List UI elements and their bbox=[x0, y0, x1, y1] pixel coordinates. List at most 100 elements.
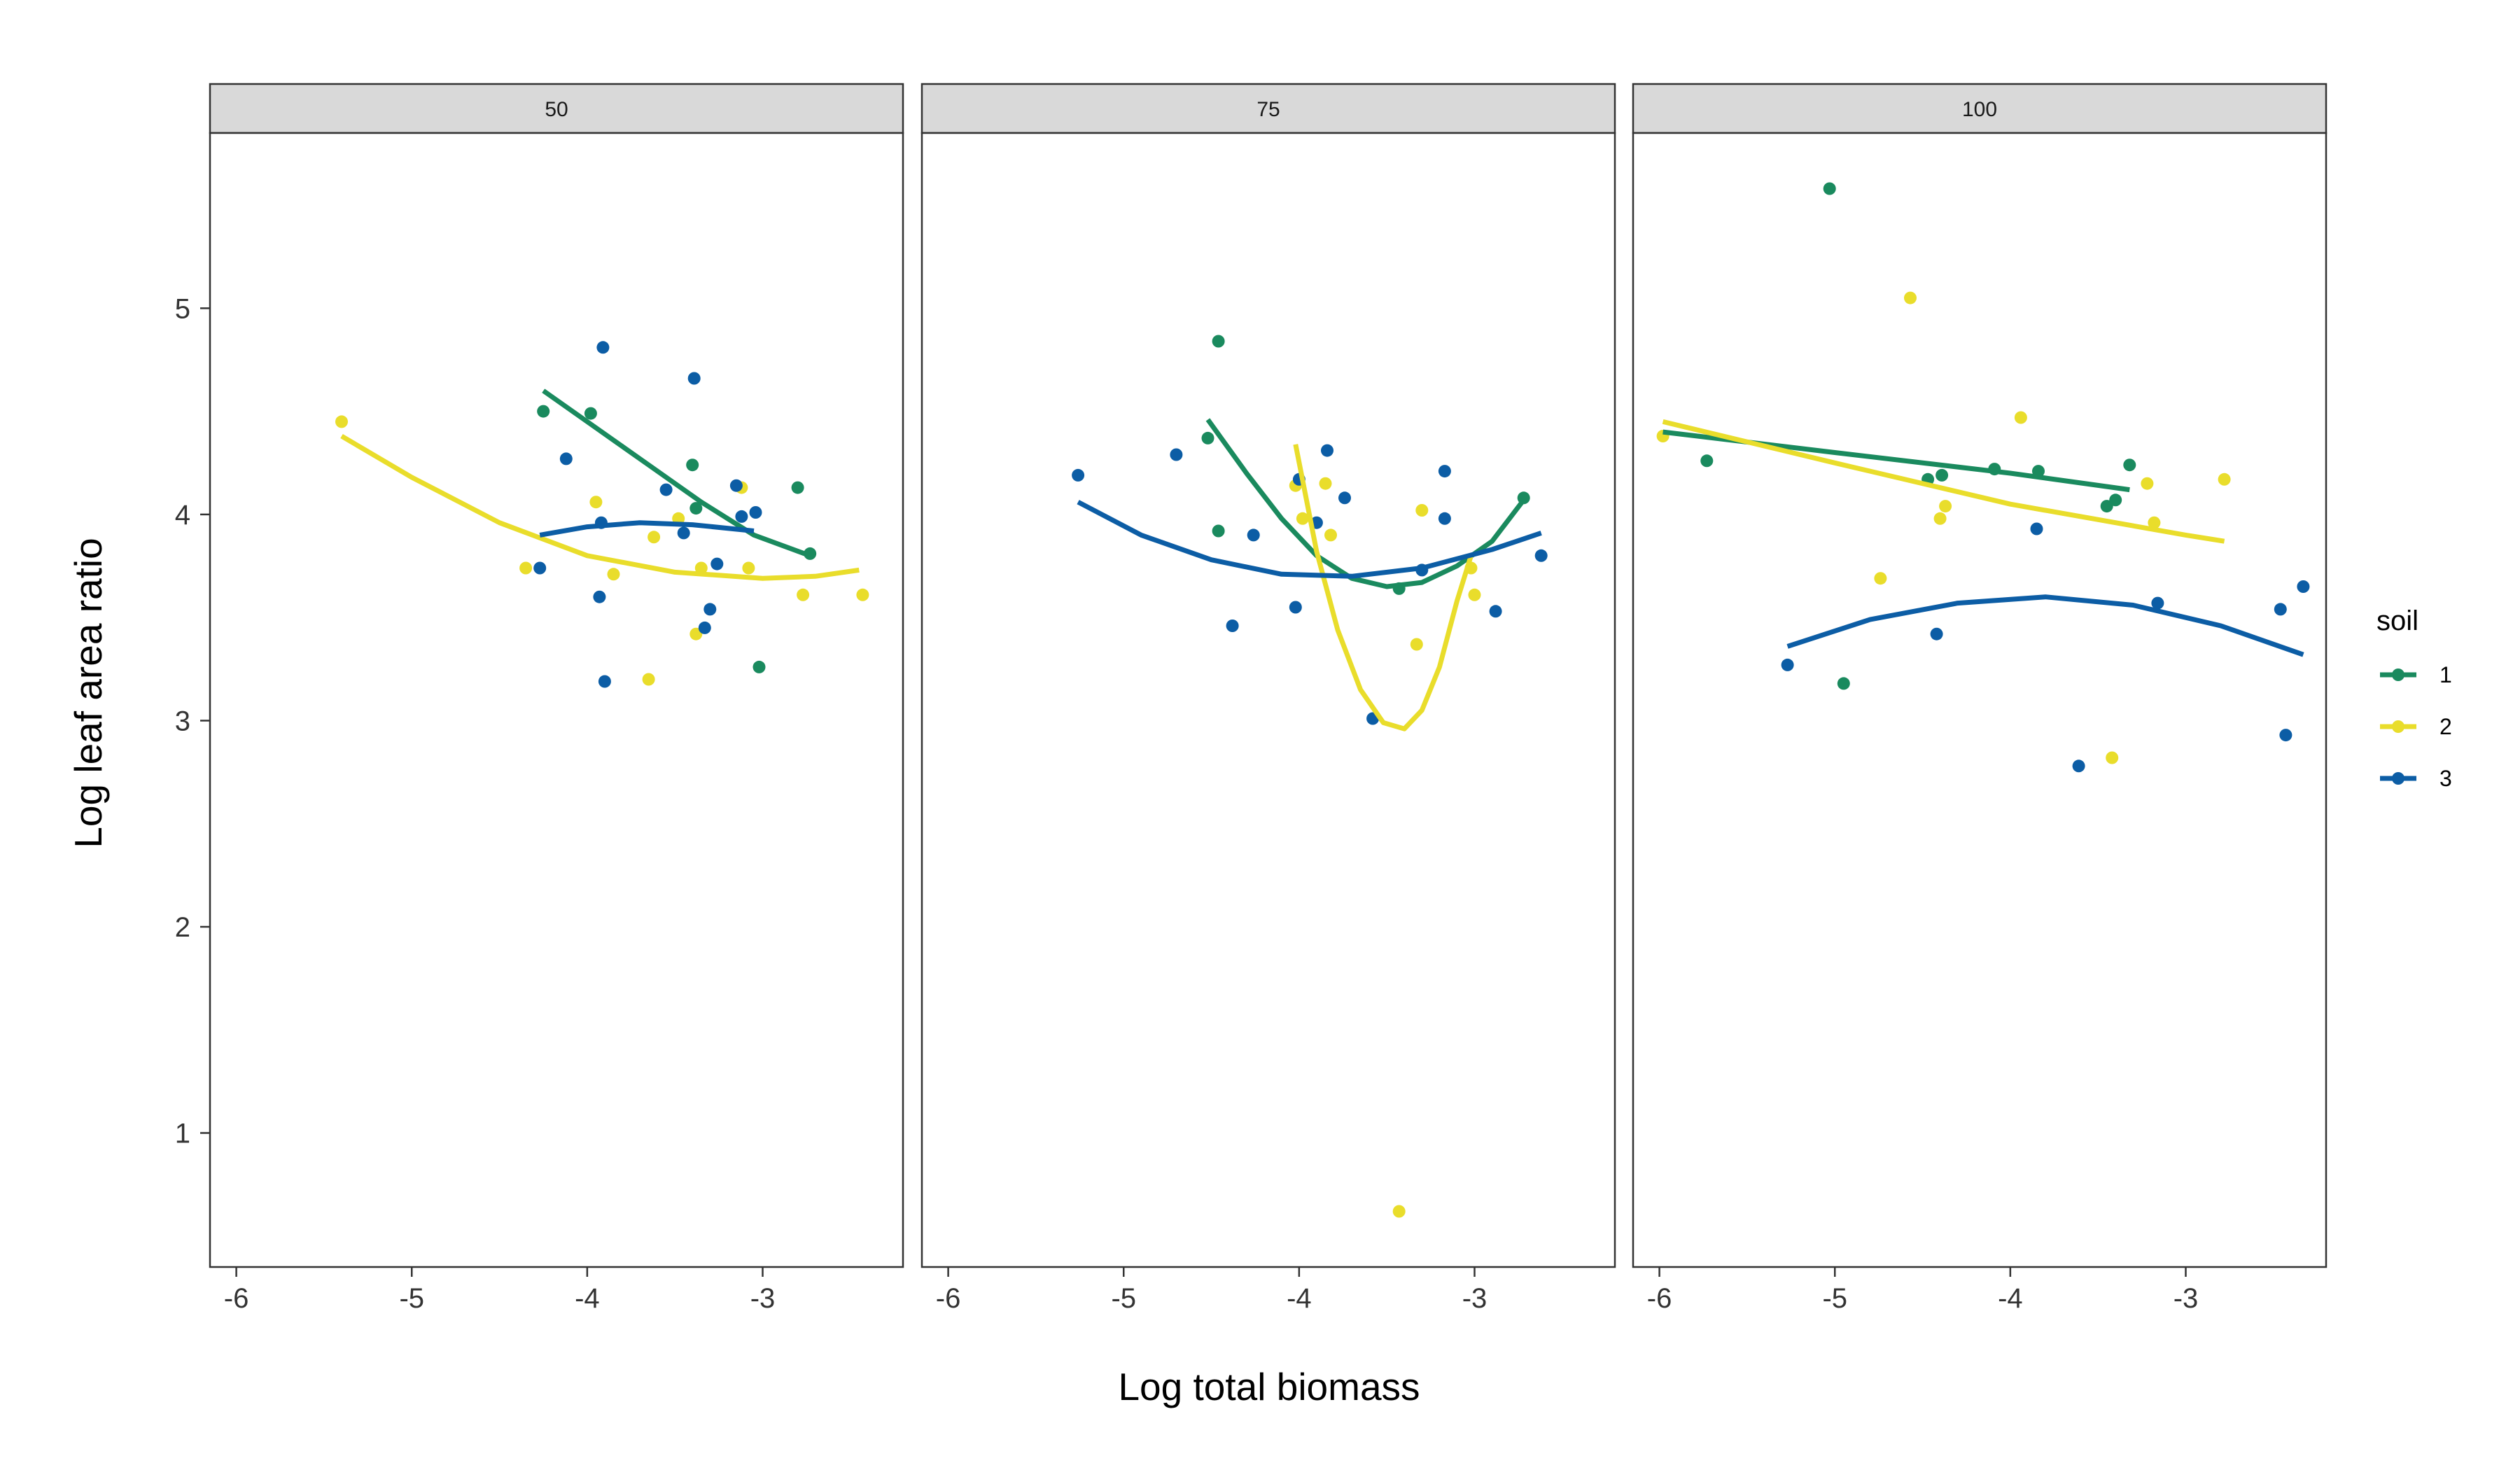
panel-marks bbox=[1656, 182, 2310, 773]
data-point-soil-2 bbox=[335, 415, 348, 428]
data-point-soil-3 bbox=[593, 590, 606, 603]
data-point-soil-3 bbox=[1338, 491, 1351, 505]
facet-strip-label: 100 bbox=[1962, 98, 1997, 121]
facet-strip bbox=[920, 83, 1616, 134]
data-point-soil-2 bbox=[1468, 588, 1481, 601]
y-tick-label: 4 bbox=[175, 500, 190, 531]
data-point-soil-3 bbox=[710, 557, 724, 570]
data-point-soil-3 bbox=[729, 479, 743, 492]
data-point-soil-2 bbox=[1939, 500, 1952, 513]
y-tick-label: 3 bbox=[175, 706, 190, 736]
data-point-soil-2 bbox=[1904, 291, 1917, 304]
x-tick-label: -6 bbox=[1647, 1283, 1672, 1314]
data-point-soil-2 bbox=[690, 627, 703, 640]
data-point-soil-2 bbox=[1933, 512, 1947, 525]
data-point-soil-1 bbox=[1201, 431, 1214, 444]
x-tick-label: -3 bbox=[1462, 1283, 1488, 1314]
data-point-soil-2 bbox=[2106, 751, 2119, 764]
data-point-soil-3 bbox=[2279, 729, 2292, 742]
data-point-soil-3 bbox=[1534, 549, 1548, 562]
fit-line-soil-3 bbox=[1077, 500, 1542, 579]
panel-border bbox=[920, 132, 1616, 1268]
data-point-soil-2 bbox=[797, 588, 810, 601]
legend-label-1: 1 bbox=[2440, 662, 2452, 687]
legend: soil 1 2 3 bbox=[2376, 606, 2452, 791]
data-point-soil-2 bbox=[2141, 477, 2154, 490]
legend-key-point bbox=[2392, 772, 2404, 785]
data-point-soil-3 bbox=[598, 675, 611, 688]
facet-strip-label: 50 bbox=[545, 98, 568, 121]
data-point-soil-3 bbox=[687, 372, 701, 385]
data-point-soil-3 bbox=[2297, 580, 2310, 593]
data-point-soil-3 bbox=[1247, 528, 1260, 542]
data-point-soil-1 bbox=[584, 407, 597, 420]
data-point-soil-2 bbox=[2218, 472, 2231, 486]
data-point-soil-3 bbox=[1438, 512, 1451, 525]
data-point-soil-1 bbox=[1700, 454, 1714, 468]
data-point-soil-2 bbox=[589, 496, 603, 509]
x-tick-label: -6 bbox=[936, 1283, 961, 1314]
data-point-soil-2 bbox=[694, 561, 708, 575]
facet-panel-100: 100 -6 -5 -4 -3 bbox=[1632, 83, 2328, 1314]
panel-marks bbox=[1072, 335, 1548, 1218]
data-point-soil-3 bbox=[1226, 620, 1239, 632]
legend-key-point bbox=[2392, 720, 2404, 733]
y-tick-label: 2 bbox=[175, 912, 190, 943]
data-point-soil-3 bbox=[1489, 605, 1502, 618]
legend-title: soil bbox=[2376, 606, 2418, 636]
fit-line-soil-3 bbox=[539, 520, 755, 538]
y-tick-label: 5 bbox=[175, 293, 190, 324]
data-point-soil-3 bbox=[1170, 448, 1183, 461]
legend-label-2: 2 bbox=[2440, 714, 2452, 739]
facet-panels: 50 -6 -5 -4 -3 75 -6 -5 -4 -3 100 -6 -5 -4 -3 bbox=[209, 83, 2328, 1314]
data-point-soil-3 bbox=[1321, 444, 1334, 457]
data-point-soil-3 bbox=[1930, 627, 1943, 640]
x-tick-label: -5 bbox=[1822, 1283, 1847, 1314]
data-point-soil-3 bbox=[677, 526, 690, 540]
data-point-soil-2 bbox=[519, 561, 533, 575]
data-point-soil-3 bbox=[1072, 468, 1085, 482]
y-axis: 1 2 3 4 5 bbox=[175, 293, 210, 1149]
facet-panel-75: 75 -6 -5 -4 -3 bbox=[920, 83, 1616, 1314]
panel-background bbox=[1633, 133, 2326, 1267]
data-point-soil-1 bbox=[1935, 468, 1949, 482]
data-point-soil-3 bbox=[2030, 522, 2043, 536]
data-point-soil-3 bbox=[2274, 603, 2287, 616]
data-point-soil-2 bbox=[2014, 411, 2027, 424]
panel-border bbox=[209, 132, 904, 1268]
fit-line-soil-3 bbox=[1786, 594, 2304, 657]
data-point-soil-3 bbox=[749, 506, 762, 519]
y-axis-title: Log leaf area ratio bbox=[66, 538, 110, 848]
data-point-soil-3 bbox=[1781, 658, 1794, 671]
panel-background bbox=[210, 133, 903, 1267]
data-point-soil-2 bbox=[856, 588, 869, 601]
facet-strip bbox=[1632, 83, 2328, 134]
data-point-soil-3 bbox=[2072, 760, 2085, 773]
fit-line-soil-2 bbox=[1293, 444, 1474, 732]
data-point-soil-3 bbox=[659, 483, 673, 496]
data-point-soil-1 bbox=[2109, 493, 2122, 507]
data-point-soil-2 bbox=[1324, 528, 1337, 542]
data-point-soil-2 bbox=[742, 561, 755, 575]
x-axis-title: Log total biomass bbox=[1118, 1365, 1420, 1408]
data-point-soil-2 bbox=[1410, 638, 1423, 651]
data-point-soil-2 bbox=[1415, 504, 1429, 517]
data-point-soil-1 bbox=[690, 502, 703, 515]
data-point-soil-3 bbox=[704, 603, 717, 616]
data-point-soil-1 bbox=[1837, 677, 1850, 690]
x-tick-label: -4 bbox=[575, 1283, 600, 1314]
x-tick-label: -5 bbox=[1111, 1283, 1136, 1314]
data-point-soil-3 bbox=[1438, 465, 1451, 478]
data-point-soil-1 bbox=[791, 481, 804, 494]
legend-label-3: 3 bbox=[2440, 766, 2452, 791]
panel-marks bbox=[335, 341, 869, 688]
x-tick-label: -4 bbox=[1998, 1283, 2023, 1314]
fit-line-soil-2 bbox=[1662, 419, 2225, 544]
data-point-soil-2 bbox=[607, 568, 620, 581]
data-point-soil-1 bbox=[2123, 458, 2136, 472]
x-tick-label: -3 bbox=[750, 1283, 776, 1314]
data-point-soil-1 bbox=[686, 458, 699, 472]
legend-key-point bbox=[2392, 668, 2404, 681]
data-point-soil-1 bbox=[537, 405, 550, 418]
